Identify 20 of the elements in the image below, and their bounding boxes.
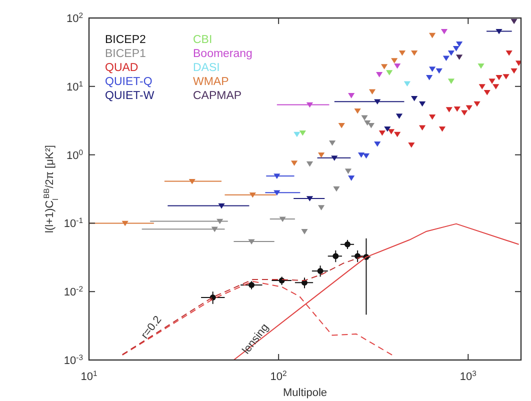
text: BICEP2	[105, 34, 146, 46]
x-tick-label: 10$^{2}$	[270, 368, 287, 383]
text: CBI	[193, 34, 212, 46]
text: DASI	[193, 62, 220, 74]
x-tick-label: 10$^{1}$	[80, 368, 98, 383]
text: QUAD	[105, 62, 138, 74]
text: CAPMAP	[193, 90, 242, 102]
text: Boomerang	[193, 48, 252, 60]
y-tick-label: 10$^{0}$	[66, 147, 83, 162]
y-tick-label: 10$^{-1}$	[64, 216, 83, 230]
text: QUIET-W	[105, 90, 154, 102]
y-tick-label: 10$^{-2}$	[64, 284, 83, 299]
y-tick-label: 10$^{1}$	[66, 78, 83, 94]
text: BICEP1	[105, 48, 146, 60]
x-axis-title: Multipole	[282, 387, 328, 399]
y-tick-label: 10$^{2}$	[66, 10, 83, 25]
y-tick-label: 10$^{-3}$	[64, 352, 83, 367]
text: QUIET-Q	[105, 76, 152, 88]
x-tick-label: 10$^{3}$	[460, 368, 476, 383]
text: WMAP	[193, 76, 230, 88]
